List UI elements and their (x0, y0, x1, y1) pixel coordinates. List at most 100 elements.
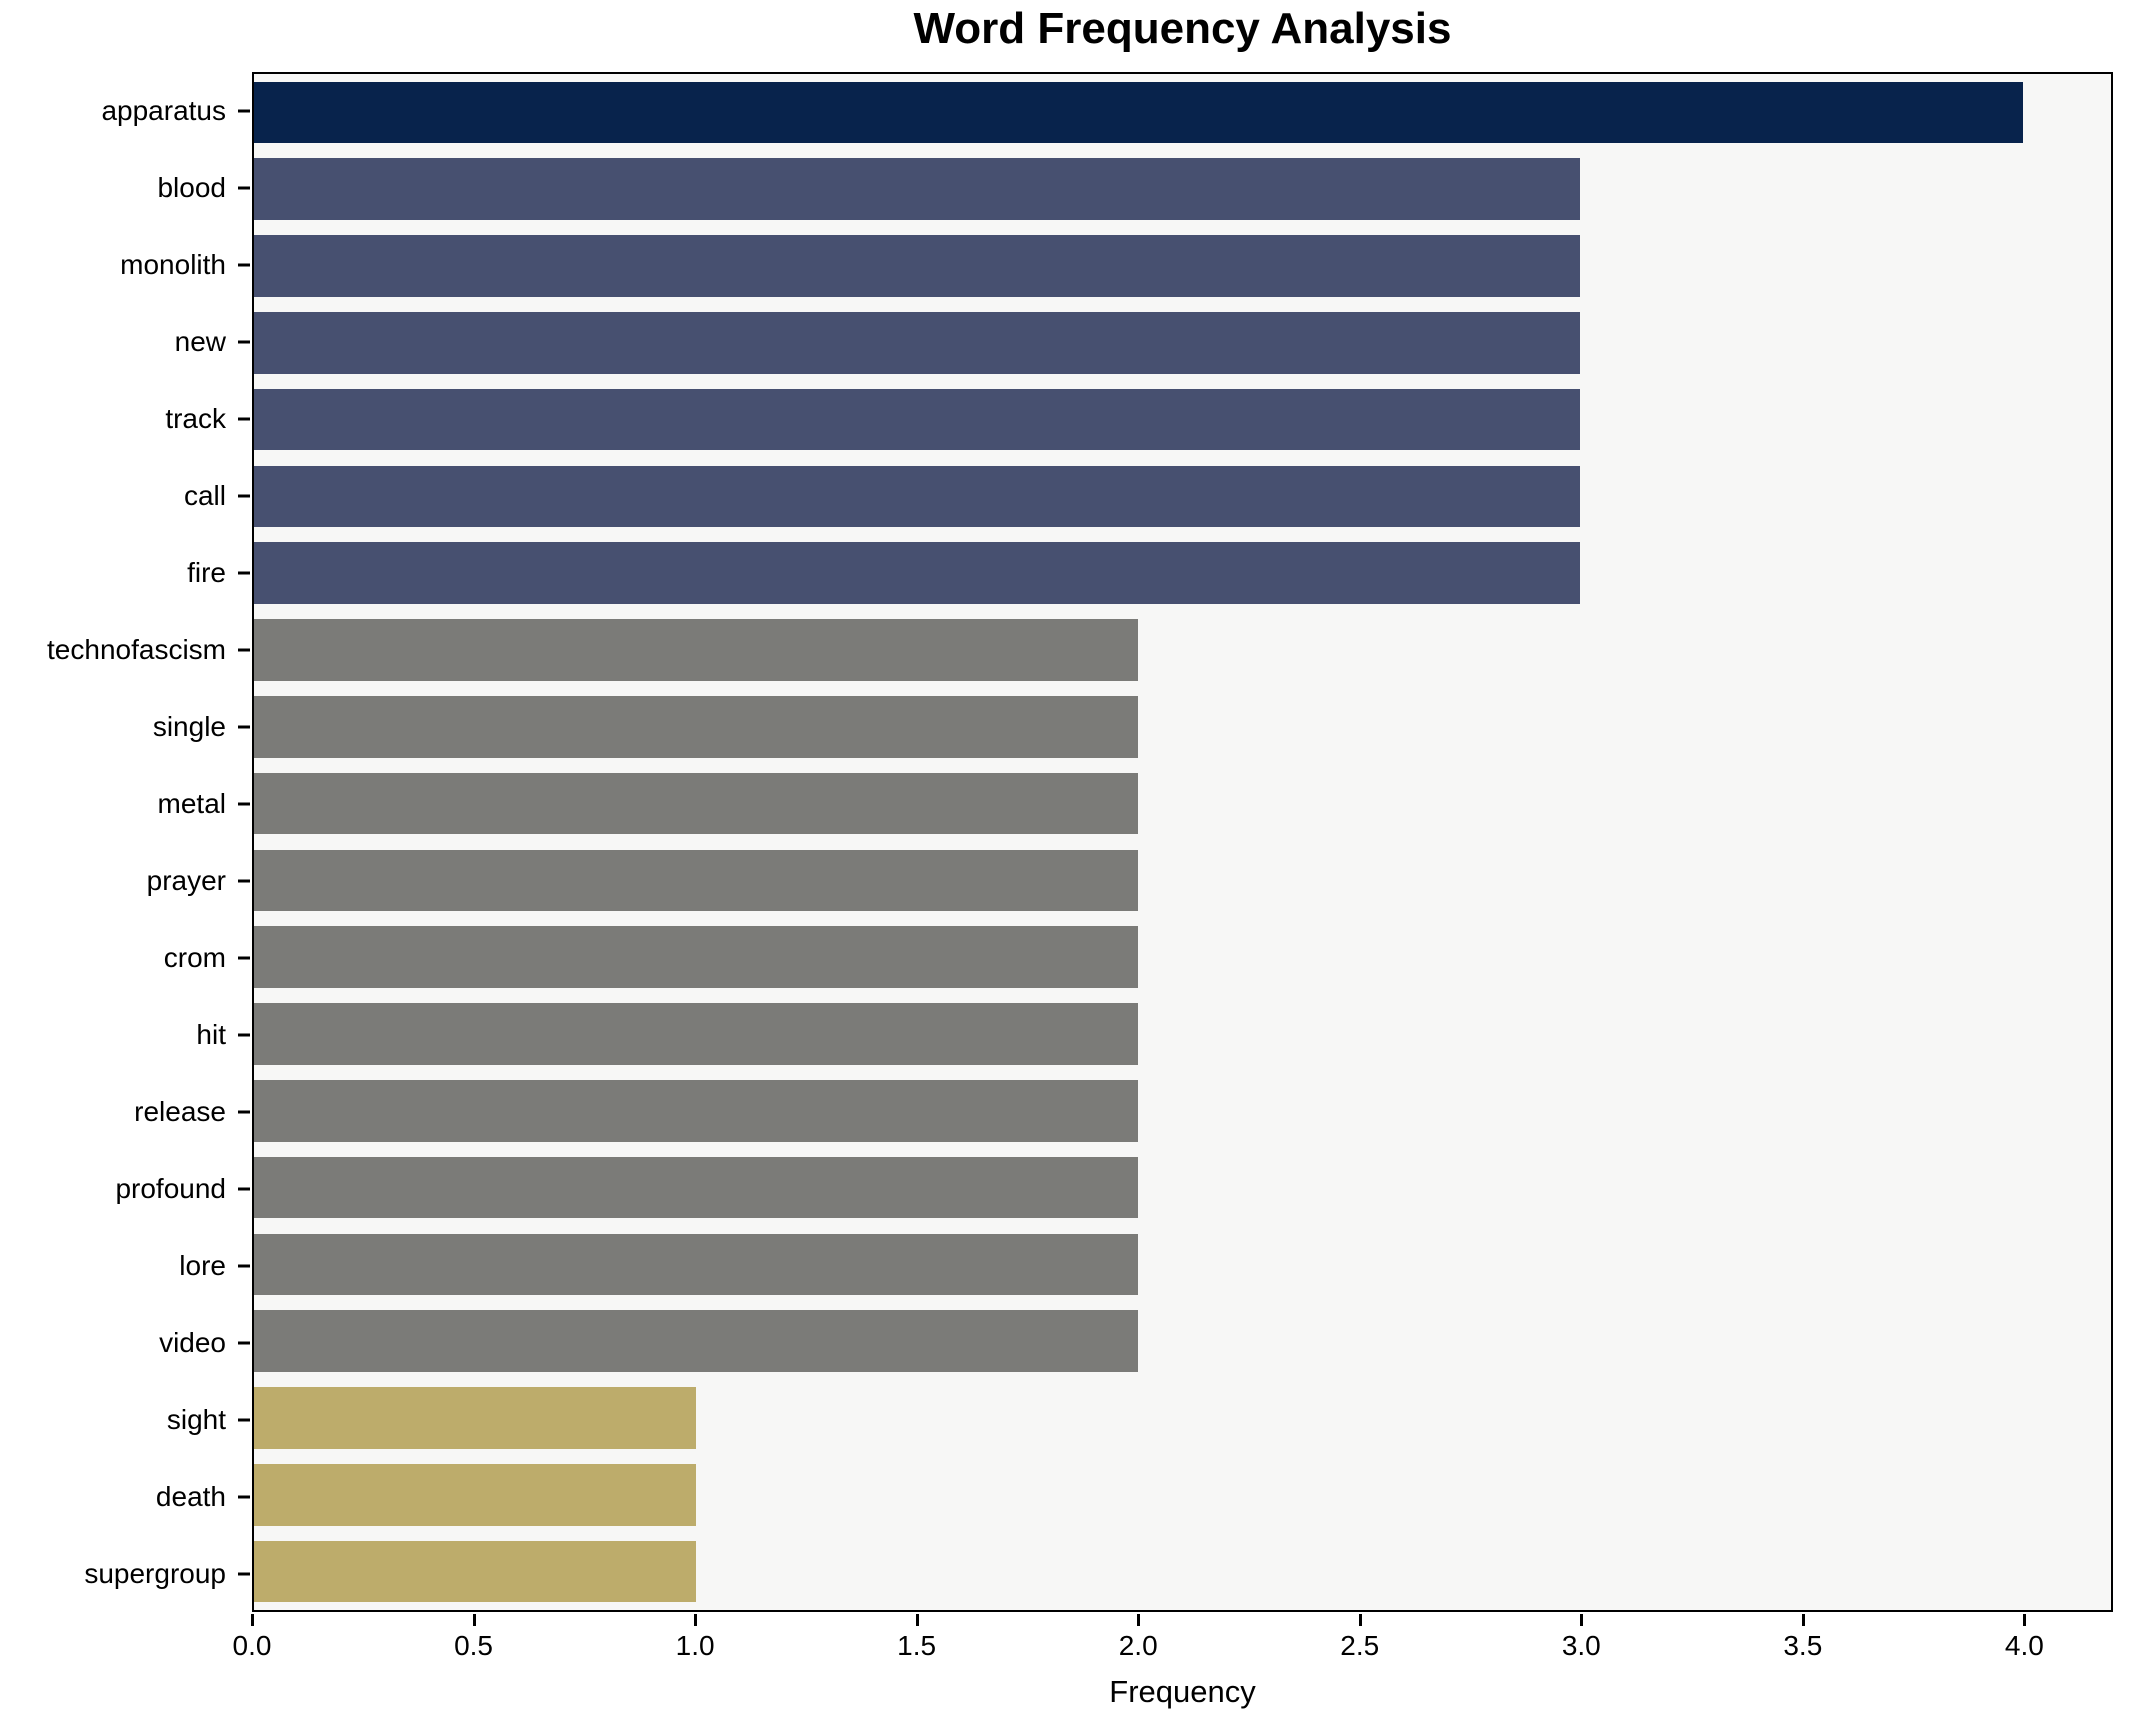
bar-row (254, 612, 2111, 689)
bar-technofascism (254, 619, 1139, 681)
bar-row (254, 1072, 2111, 1149)
bar-prayer (254, 849, 1139, 912)
bar-metal (254, 772, 1139, 835)
y-tick-label: lore (179, 1249, 226, 1281)
bar-row (254, 458, 2111, 535)
x-tick-mark (915, 1614, 919, 1626)
y-tick-label: single (152, 710, 226, 742)
plot-area (252, 72, 2113, 1612)
bar-row (254, 842, 2111, 919)
y-tick-label: technofascism (47, 633, 226, 665)
y-tick-mark (238, 1418, 250, 1421)
bar-release (254, 1080, 1139, 1142)
x-tick-label: 4.0 (2004, 1630, 2044, 1661)
bar-row (254, 381, 2111, 458)
bar-row (254, 1226, 2111, 1303)
y-tick-mark (238, 494, 250, 497)
y-tick-label: supergroup (84, 1557, 226, 1589)
x-tick-mark (2023, 1614, 2027, 1626)
x-tick-label: 2.5 (1340, 1630, 1380, 1661)
y-tick-mark (238, 879, 250, 882)
bar-monolith (254, 235, 1581, 297)
y-tick-label: hit (196, 1018, 226, 1050)
y-tick-label: crom (163, 941, 226, 973)
x-tick-mark (694, 1614, 698, 1626)
x-tick-mark (1358, 1614, 1362, 1626)
x-tick-label: 2.0 (1118, 1630, 1158, 1661)
y-tick-mark (238, 725, 250, 728)
bar-row (254, 919, 2111, 996)
x-axis: 0.0 0.5 1.0 1.5 2.0 2.5 3.0 3.5 4.0 (233, 1612, 2113, 1682)
y-tick-label: prayer (146, 864, 226, 896)
bar-row (254, 996, 2111, 1073)
y-tick-mark (238, 1341, 250, 1344)
y-tick-label: monolith (120, 248, 226, 280)
chart-title: Word Frequency Analysis (913, 4, 1452, 53)
y-tick-mark (238, 417, 250, 420)
bar-row (254, 228, 2111, 305)
y-tick-label: new (174, 325, 226, 357)
bar-row (254, 1303, 2111, 1380)
bar-profound (254, 1156, 1139, 1219)
bar-row (254, 151, 2111, 228)
y-axis: apparatus blood monolith new track call fire te… (0, 72, 252, 1612)
y-tick-label: profound (115, 1172, 226, 1204)
bar-hit (254, 1003, 1139, 1065)
bar-apparatus (254, 81, 2023, 144)
y-tick-label: fire (187, 556, 226, 588)
bar-fire (254, 542, 1581, 604)
bar-sight (254, 1387, 697, 1449)
y-tick-label: apparatus (101, 94, 226, 126)
x-tick-label: 0.5 (454, 1630, 494, 1661)
bar-new (254, 312, 1581, 374)
y-tick-label: track (165, 402, 226, 434)
x-tick-label: 3.5 (1783, 1630, 1823, 1661)
x-axis-label: Frequency (1109, 1674, 1256, 1709)
y-tick-mark (238, 956, 250, 959)
x-tick-mark (472, 1614, 476, 1626)
x-tick-mark (1580, 1614, 1584, 1626)
y-tick-mark (238, 340, 250, 343)
x-tick-mark (1137, 1614, 1141, 1626)
bar-video (254, 1310, 1139, 1372)
x-tick-label: 3.0 (1561, 1630, 1601, 1661)
y-tick-label: death (155, 1480, 226, 1512)
bar-crom (254, 926, 1139, 988)
y-tick-mark (238, 109, 250, 112)
bar-row (254, 1456, 2111, 1533)
x-tick-mark (1801, 1614, 1805, 1626)
x-tick-mark (251, 1614, 254, 1626)
y-tick-label: video (159, 1326, 226, 1358)
bar-lore (254, 1233, 1139, 1296)
y-tick-label: sight (166, 1403, 226, 1435)
bar-blood (254, 158, 1581, 220)
bar-row (254, 304, 2111, 381)
bar-row (254, 1533, 2111, 1610)
y-tick-label: blood (157, 171, 226, 203)
y-tick-mark (238, 1110, 250, 1113)
y-tick-mark (238, 802, 250, 805)
y-tick-mark (238, 648, 250, 651)
bar-row (254, 765, 2111, 842)
bar-death (254, 1464, 697, 1526)
y-tick-mark (238, 1033, 250, 1036)
bar-call (254, 465, 1581, 528)
x-tick-label: 1.5 (897, 1630, 937, 1661)
bar-row (254, 688, 2111, 765)
y-tick-mark (238, 1572, 250, 1575)
y-tick-mark (238, 571, 250, 574)
bar-supergroup (254, 1540, 697, 1603)
x-tick-label: 1.0 (675, 1630, 715, 1661)
bar-single (254, 696, 1139, 758)
bar-row (254, 535, 2111, 612)
y-tick-mark (238, 1187, 250, 1190)
x-tick-label: 0.0 (232, 1630, 272, 1661)
bar-row (254, 74, 2111, 151)
y-tick-mark (238, 1264, 250, 1267)
bar-row (254, 1380, 2111, 1457)
y-tick-mark (238, 263, 250, 266)
y-tick-label: call (183, 479, 226, 511)
y-tick-mark (238, 186, 250, 189)
bar-row (254, 1149, 2111, 1226)
